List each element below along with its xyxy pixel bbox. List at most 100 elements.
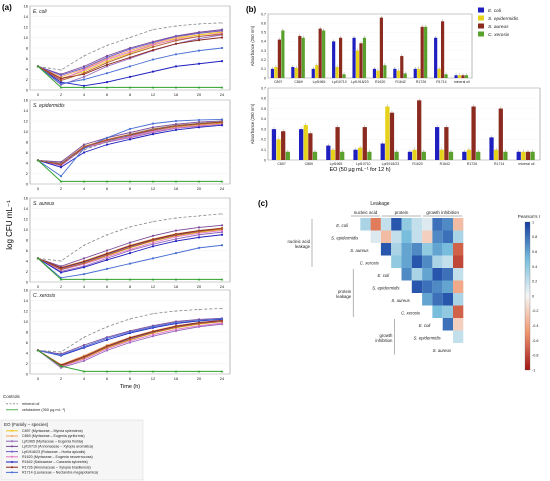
cefotaxime-point xyxy=(36,257,40,260)
bar xyxy=(312,151,318,160)
series-point xyxy=(151,58,155,61)
series-point xyxy=(151,243,155,246)
x-tick-label: 2 xyxy=(60,92,63,97)
heatmap-cell xyxy=(422,293,433,306)
bar xyxy=(448,151,454,160)
x-tick-label: 16 xyxy=(174,284,179,289)
bar xyxy=(444,74,448,78)
bar xyxy=(271,129,277,160)
heatmap-cell xyxy=(442,293,453,306)
bar xyxy=(494,149,499,160)
series-point xyxy=(197,230,201,233)
colorbar-tick-label: -0.4 xyxy=(532,324,539,328)
series-point xyxy=(128,330,132,334)
y-tick-label: 12 xyxy=(24,217,29,222)
heatmap-cell xyxy=(453,305,464,318)
series-point xyxy=(197,62,201,65)
series-point xyxy=(220,244,224,247)
y-tick-label: 0.2 xyxy=(261,58,266,62)
x-tick-label: 24 xyxy=(220,284,225,289)
series-point xyxy=(151,133,155,136)
series-point xyxy=(174,53,178,56)
series-point xyxy=(82,72,86,75)
series-point xyxy=(82,344,86,347)
bar xyxy=(424,26,428,78)
series-point xyxy=(151,331,155,334)
series-point xyxy=(197,226,201,229)
control-point: + xyxy=(83,243,86,248)
cefotaxime-point xyxy=(82,278,86,281)
y-tick-label: 4 xyxy=(26,67,29,72)
control-point: + xyxy=(175,309,178,314)
series-point xyxy=(151,41,155,44)
cefotaxime-point xyxy=(220,278,224,281)
heatmap-cell xyxy=(442,268,453,281)
heatmap-cell xyxy=(453,293,464,306)
bar xyxy=(298,35,302,78)
row-group-label: leakage xyxy=(295,244,311,249)
heatmap-cell xyxy=(380,230,392,243)
control-point: + xyxy=(106,324,109,329)
series-point xyxy=(174,39,178,42)
series-point xyxy=(174,321,178,324)
cefotaxime-point xyxy=(174,278,178,281)
series-point xyxy=(220,29,224,32)
legend-eo-marker xyxy=(11,445,13,448)
bar xyxy=(318,28,322,78)
legend-eo-marker xyxy=(11,455,13,458)
row-label: S. epidermidis xyxy=(413,335,441,340)
bar xyxy=(335,127,340,160)
bar xyxy=(281,30,285,78)
heatmap-cell xyxy=(453,255,464,268)
heatmap-cell xyxy=(432,218,443,231)
x-tick-label: Lpf10710 xyxy=(356,162,371,166)
bar xyxy=(326,145,331,160)
cefotaxime-point xyxy=(59,278,63,281)
series-point xyxy=(174,119,178,123)
series-point xyxy=(82,66,86,70)
x-tick-label: 6 xyxy=(106,284,109,289)
bar xyxy=(457,75,462,78)
series-point xyxy=(59,354,63,357)
control-point: + xyxy=(60,68,63,73)
series-point xyxy=(82,145,86,148)
bar xyxy=(358,147,363,160)
row-label: S. aureus xyxy=(433,348,452,353)
heatmap-cell xyxy=(411,243,423,256)
x-tick-label: 4 xyxy=(83,186,86,191)
x-tick-label: 2 xyxy=(60,186,63,191)
eo-legend-title: EO (Family – species) xyxy=(4,422,49,427)
bar xyxy=(420,26,424,78)
series-point xyxy=(105,65,109,68)
subplot-title: C. xerosis xyxy=(33,293,56,299)
series-point xyxy=(105,338,109,341)
x-tick-label: 16 xyxy=(174,186,179,191)
bar xyxy=(276,139,281,160)
series-point xyxy=(59,79,63,82)
series-point xyxy=(105,140,109,143)
heatmap-cell xyxy=(453,230,464,243)
series-point xyxy=(82,75,86,78)
colorbar-tick-label: 1 xyxy=(532,220,534,224)
bar xyxy=(462,151,467,160)
bar xyxy=(277,39,281,78)
series-point xyxy=(128,131,132,134)
heatmap-cell xyxy=(422,243,433,256)
series-point xyxy=(128,338,132,341)
legend-label: E. coli xyxy=(488,8,502,14)
series-point xyxy=(128,246,132,249)
bar xyxy=(376,70,380,78)
series-point xyxy=(197,126,201,129)
bar xyxy=(412,149,417,160)
cefotaxime-point xyxy=(197,278,201,281)
bar xyxy=(383,65,387,78)
series-point xyxy=(128,49,132,52)
series-point xyxy=(197,35,201,38)
series-point xyxy=(105,349,109,352)
series-point xyxy=(174,326,178,329)
y-tick-label: 16 xyxy=(24,98,29,103)
heatmap-cell xyxy=(453,280,464,293)
series-point xyxy=(151,245,155,248)
series-point xyxy=(105,58,109,61)
